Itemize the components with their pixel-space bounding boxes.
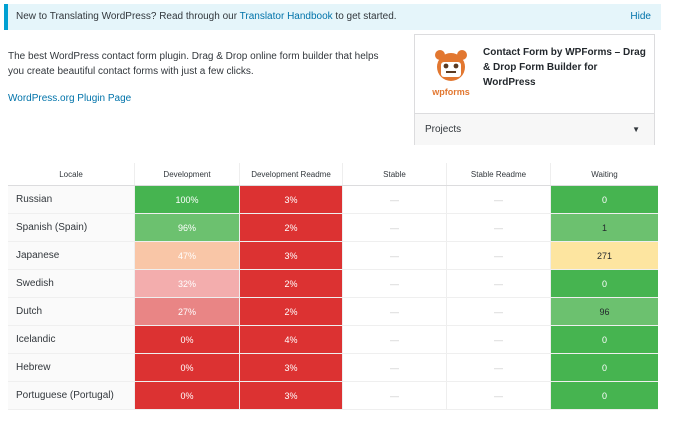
development-readme-cell[interactable]: 2%: [240, 298, 343, 325]
locale-cell[interactable]: Japanese: [8, 242, 135, 269]
stable-readme-cell: —: [447, 242, 551, 269]
stable-cell: —: [343, 214, 447, 241]
table-row: Japanese 47% 3% — —271: [8, 242, 658, 270]
waiting-cell[interactable]: 0: [551, 354, 658, 381]
plugin-card: wpforms Contact Form by WPForms – Drag &…: [414, 34, 655, 145]
development-cell[interactable]: 0%: [135, 326, 240, 353]
stable-readme-cell: —: [447, 214, 551, 241]
development-cell[interactable]: 100%: [135, 186, 240, 213]
header-locale[interactable]: Locale: [8, 163, 135, 185]
translator-handbook-link[interactable]: Translator Handbook: [239, 11, 333, 22]
development-readme-cell[interactable]: 2%: [240, 214, 343, 241]
locale-cell[interactable]: Portuguese (Portugal): [8, 382, 135, 409]
projects-dropdown[interactable]: Projects ▼: [415, 113, 654, 145]
waiting-cell[interactable]: 1: [551, 214, 658, 241]
waiting-cell[interactable]: 0: [551, 326, 658, 353]
plugin-page-link[interactable]: WordPress.org Plugin Page: [8, 93, 132, 104]
notice-text-after: to get started.: [332, 11, 397, 22]
header-stable-readme[interactable]: Stable Readme: [447, 163, 551, 185]
stable-cell: —: [343, 298, 447, 325]
locale-cell[interactable]: Swedish: [8, 270, 135, 297]
header-stable[interactable]: Stable: [343, 163, 447, 185]
locale-cell[interactable]: Icelandic: [8, 326, 135, 353]
stable-readme-cell: —: [447, 270, 551, 297]
table-row: Swedish 32% 2% — —0: [8, 270, 658, 298]
development-cell[interactable]: 32%: [135, 270, 240, 297]
waiting-cell[interactable]: 0: [551, 382, 658, 409]
development-readme-cell[interactable]: 3%: [240, 186, 343, 213]
locale-cell[interactable]: Spanish (Spain): [8, 214, 135, 241]
stable-readme-cell: —: [447, 354, 551, 381]
waiting-cell[interactable]: 271: [551, 242, 658, 269]
table-row: Icelandic 0% 4% — —0: [8, 326, 658, 354]
development-readme-cell[interactable]: 4%: [240, 326, 343, 353]
header-development[interactable]: Development: [135, 163, 240, 185]
stable-cell: —: [343, 186, 447, 213]
development-readme-cell[interactable]: 3%: [240, 382, 343, 409]
header-waiting[interactable]: Waiting: [591, 169, 618, 179]
table-row: Hebrew 0% 3% — —0: [8, 354, 658, 382]
stable-readme-cell: —: [447, 298, 551, 325]
logo-wordmark: wpforms: [431, 87, 470, 97]
stable-readme-cell: —: [447, 382, 551, 409]
hide-notice-link[interactable]: Hide: [630, 11, 651, 22]
development-readme-cell[interactable]: 3%: [240, 354, 343, 381]
header-development-readme[interactable]: Development Readme: [240, 163, 343, 185]
stable-cell: —: [343, 382, 447, 409]
stable-readme-cell: —: [447, 326, 551, 353]
translator-notice: New to Translating WordPress? Read throu…: [4, 4, 661, 30]
locale-cell[interactable]: Russian: [8, 186, 135, 213]
development-cell[interactable]: 0%: [135, 354, 240, 381]
table-row: Dutch 27% 2% — —96: [8, 298, 658, 326]
translation-status-table: Locale Development Development Readme St…: [8, 163, 658, 410]
development-readme-cell[interactable]: 3%: [240, 242, 343, 269]
table-row: Portuguese (Portugal) 0% 3% — —0: [8, 382, 658, 410]
stable-cell: —: [343, 242, 447, 269]
development-readme-cell[interactable]: 2%: [240, 270, 343, 297]
waiting-cell[interactable]: 96: [551, 298, 658, 325]
plugin-description: The best WordPress contact form plugin. …: [8, 51, 379, 77]
stable-readme-cell: —: [447, 186, 551, 213]
table-header: Locale Development Development Readme St…: [8, 163, 658, 186]
projects-label: Projects: [425, 124, 462, 135]
table-row: Spanish (Spain) 96% 2% — —1: [8, 214, 658, 242]
locale-cell[interactable]: Hebrew: [8, 354, 135, 381]
table-row: Russian 100% 3% — —0: [8, 186, 658, 214]
caret-down-icon: ▼: [632, 125, 640, 134]
locale-cell[interactable]: Dutch: [8, 298, 135, 325]
plugin-title: Contact Form by WPForms – Drag & Drop Fo…: [483, 47, 646, 88]
wpforms-logo: wpforms: [431, 50, 470, 97]
notice-text-before: New to Translating WordPress? Read throu…: [16, 11, 240, 22]
stable-cell: —: [343, 354, 447, 381]
stable-cell: —: [343, 270, 447, 297]
development-cell[interactable]: 96%: [135, 214, 240, 241]
waiting-cell[interactable]: 0: [551, 270, 658, 297]
stable-cell: —: [343, 326, 447, 353]
development-cell[interactable]: 27%: [135, 298, 240, 325]
waiting-cell[interactable]: 0: [551, 186, 658, 213]
development-cell[interactable]: 0%: [135, 382, 240, 409]
table-body: Russian 100% 3% — —0 Spanish (Spain) 96% 2% — —1 J…: [8, 186, 658, 410]
development-cell[interactable]: 47%: [135, 242, 240, 269]
